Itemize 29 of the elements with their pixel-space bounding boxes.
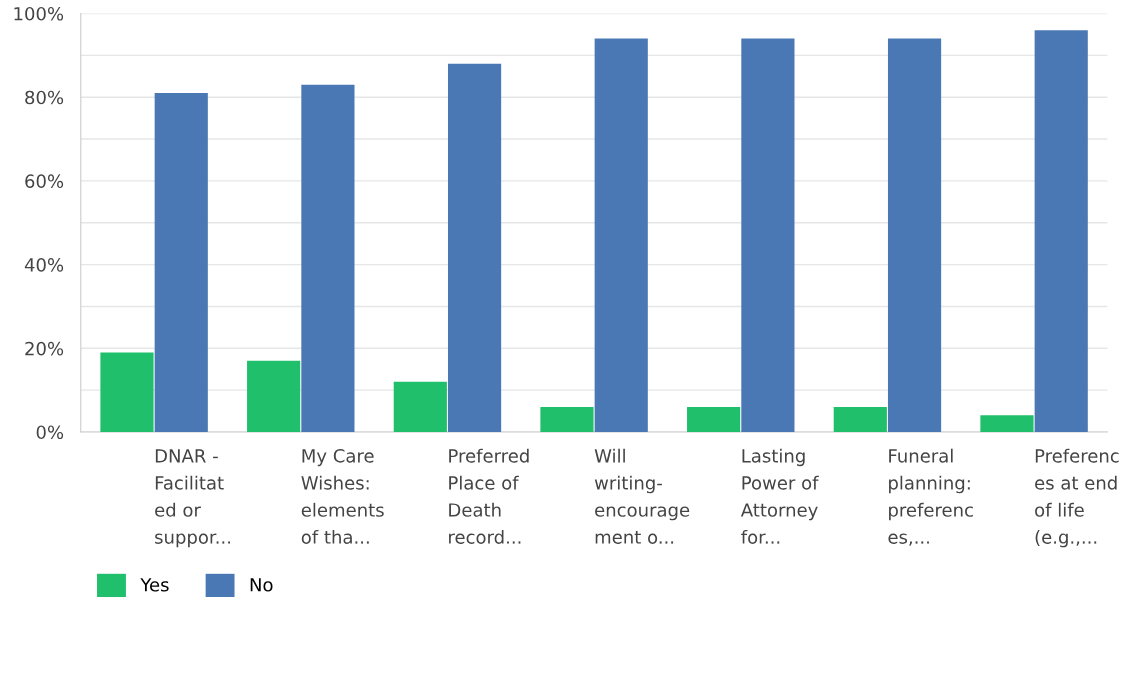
bar [447, 63, 502, 432]
y-tick-label: 0% [36, 425, 64, 440]
x-tick-label: Preferred Place of Death record... [449, 448, 529, 544]
y-tick-label: 80% [25, 90, 64, 105]
y-tick-label: 100% [14, 6, 64, 21]
x-tick-label: Lasting Power of Attorney for... [740, 448, 819, 544]
bar [247, 360, 301, 432]
x-tick-label: Preferenc es at end of life (e.g.,... [1035, 448, 1119, 548]
bar [393, 381, 447, 432]
x-tick-label: My Care Wishes: elements of tha... [301, 448, 384, 544]
y-tick-label: 40% [24, 258, 64, 272]
bar [980, 415, 1034, 432]
legend-label: Yes [140, 578, 169, 592]
legend-label: No [250, 578, 273, 592]
bar [301, 84, 355, 432]
y-tick-label: 20% [25, 341, 64, 356]
y-tick-label: 60% [25, 174, 64, 189]
bar [154, 93, 208, 432]
bar [887, 38, 942, 432]
bar [741, 38, 795, 432]
x-tick-label: Funeral planning: preferenc es,... [888, 448, 973, 546]
bar [594, 38, 648, 432]
bar [100, 352, 154, 432]
x-tick-label: DNAR - Facilitat ed or suppor... [155, 449, 230, 548]
bar [540, 406, 594, 432]
bar [1034, 30, 1088, 432]
bar [833, 406, 887, 432]
x-tick-label: Will writing- encourage ment o... [594, 448, 690, 544]
bar [687, 406, 741, 432]
